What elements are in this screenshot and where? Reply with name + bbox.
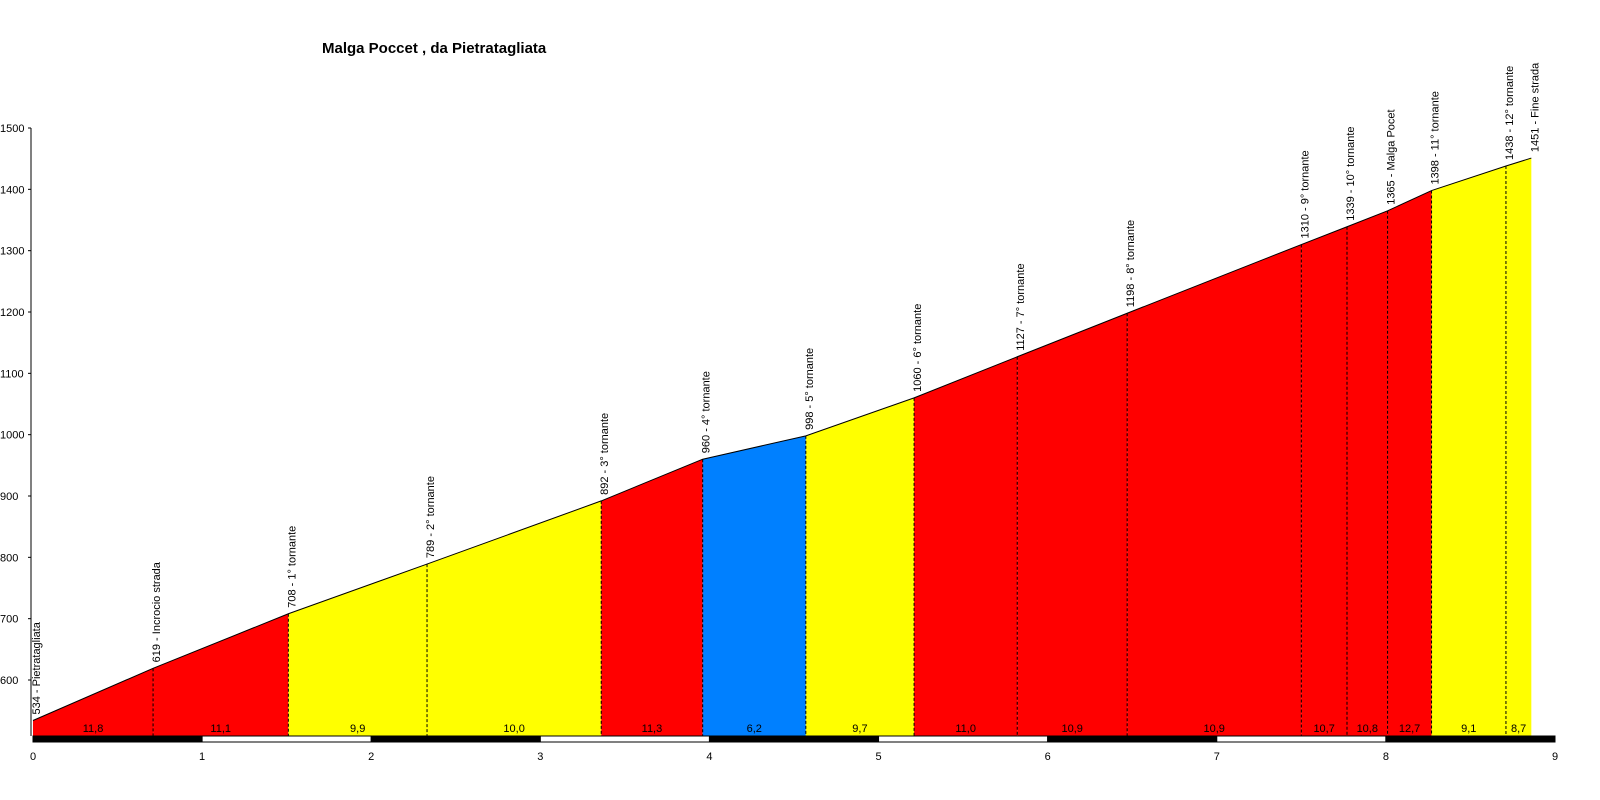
waypoint-labels: 534 - Pietratagliata 619 - Incrocio strad…	[31, 62, 1541, 715]
slope-label: 10,7	[1313, 723, 1334, 735]
waypoint-label: 1310 - 9° tornante	[1299, 150, 1311, 238]
profile-segment	[1431, 166, 1506, 736]
y-tick-label: 700	[0, 614, 18, 626]
waypoint-label: 998 - 5° tornante	[804, 348, 816, 430]
profile-segment	[1346, 210, 1388, 737]
waypoint-label: 1339 - 10° tornante	[1345, 126, 1357, 220]
segment-dividers	[152, 166, 1507, 736]
profile-segment	[1017, 313, 1128, 736]
profile-segment	[702, 435, 806, 736]
slope-label: 10,8	[1357, 723, 1378, 735]
y-tick-label: 600	[0, 675, 18, 687]
chart-title: Malga Poccet , da Pietratagliata	[322, 40, 547, 57]
x-axis-km-bar	[370, 735, 541, 743]
slope-label: 8,7	[1511, 723, 1526, 735]
x-axis-km-bar	[1385, 735, 1556, 743]
x-tick-label: 5	[875, 751, 881, 763]
profile-segment	[153, 613, 289, 736]
waypoint-label: 619 - Incrocio strada	[151, 561, 163, 662]
slope-label: 9,7	[852, 723, 867, 735]
profile-segment	[1505, 158, 1532, 736]
x-axis: 0 1 2 3 4 5 6 7 8 9	[30, 735, 1558, 763]
waypoint-label: 960 - 4° tornante	[701, 371, 713, 453]
slope-label: 10,0	[503, 723, 524, 735]
x-axis-km-bar	[878, 735, 1049, 743]
slope-label: 9,1	[1461, 723, 1476, 735]
y-tick-label: 1500	[0, 123, 24, 135]
waypoint-label: 1451 - Fine strada	[1529, 62, 1541, 152]
y-tick-label: 900	[0, 491, 18, 503]
waypoint-label: 1438 - 12° tornante	[1504, 66, 1516, 160]
waypoint-label: 1398 - 11° tornante	[1430, 91, 1442, 184]
slope-label: 10,9	[1204, 723, 1225, 735]
slope-label: 12,7	[1399, 723, 1420, 735]
x-tick-label: 8	[1383, 751, 1389, 763]
x-axis-km-bar	[1047, 735, 1218, 743]
waypoint-label: 789 - 2° tornante	[425, 476, 437, 558]
x-tick-label: 7	[1214, 751, 1220, 763]
y-tick-label: 1200	[0, 307, 24, 319]
profile-line	[32, 157, 1532, 721]
waypoint-label: 1198 - 8° tornante	[1125, 220, 1137, 307]
profile-segments	[33, 158, 1532, 737]
x-tick-label: 2	[368, 751, 374, 763]
y-tick-label: 1000	[0, 430, 24, 442]
y-tick-label: 1100	[0, 368, 24, 380]
slope-label: 9,9	[350, 723, 365, 735]
profile-segment	[1387, 190, 1432, 736]
x-tick-label: 0	[30, 751, 36, 763]
x-axis-km-bar	[201, 735, 372, 743]
x-axis-km-bar	[539, 735, 710, 743]
x-axis-km-bar	[708, 735, 880, 743]
slope-labels: 11,8 11,1 9,9 10,0 11,3 6,2 9,7 11,0 10,9 10,9 10,…	[83, 723, 1527, 735]
profile-segment	[1301, 226, 1347, 736]
profile-segment	[427, 500, 602, 736]
waypoint-label: 534 - Pietratagliata	[31, 621, 43, 714]
profile-line-group	[32, 157, 1532, 721]
y-tick-label: 1300	[0, 246, 24, 258]
profile-segment	[601, 459, 703, 736]
profile-segment	[1127, 244, 1302, 737]
slope-label: 11,3	[642, 723, 663, 735]
waypoint-label: 1127 - 7° tornante	[1015, 263, 1027, 350]
profile-segment	[288, 564, 428, 736]
profile-segment	[914, 356, 1018, 736]
waypoint-label: 892 - 3° tornante	[599, 413, 611, 495]
waypoint-label: 708 - 1° tornante	[286, 526, 298, 608]
x-axis-km-bar	[32, 735, 203, 743]
x-tick-label: 1	[199, 751, 205, 763]
waypoint-label: 1365 - Malga Pocet	[1386, 109, 1398, 204]
profile-segment	[33, 668, 154, 736]
y-tick-label: 1400	[0, 184, 24, 196]
x-tick-label: 6	[1045, 751, 1051, 763]
x-axis-km-bar	[1216, 735, 1387, 743]
x-tick-label: 3	[537, 751, 543, 763]
y-axis: 600 700 800 900 1000 1100 1200 1300 1400 1500	[0, 123, 32, 736]
y-tick-label: 800	[0, 552, 18, 564]
x-tick-label: 4	[706, 751, 712, 763]
slope-label: 11,0	[955, 723, 976, 735]
slope-label: 11,8	[83, 723, 104, 735]
profile-segment	[805, 397, 915, 736]
slope-label: 10,9	[1061, 723, 1082, 735]
slope-label: 6,2	[747, 723, 762, 735]
waypoint-label: 1060 - 6° tornante	[912, 304, 924, 392]
slope-label: 11,1	[210, 723, 231, 735]
x-tick-label: 9	[1552, 751, 1558, 763]
